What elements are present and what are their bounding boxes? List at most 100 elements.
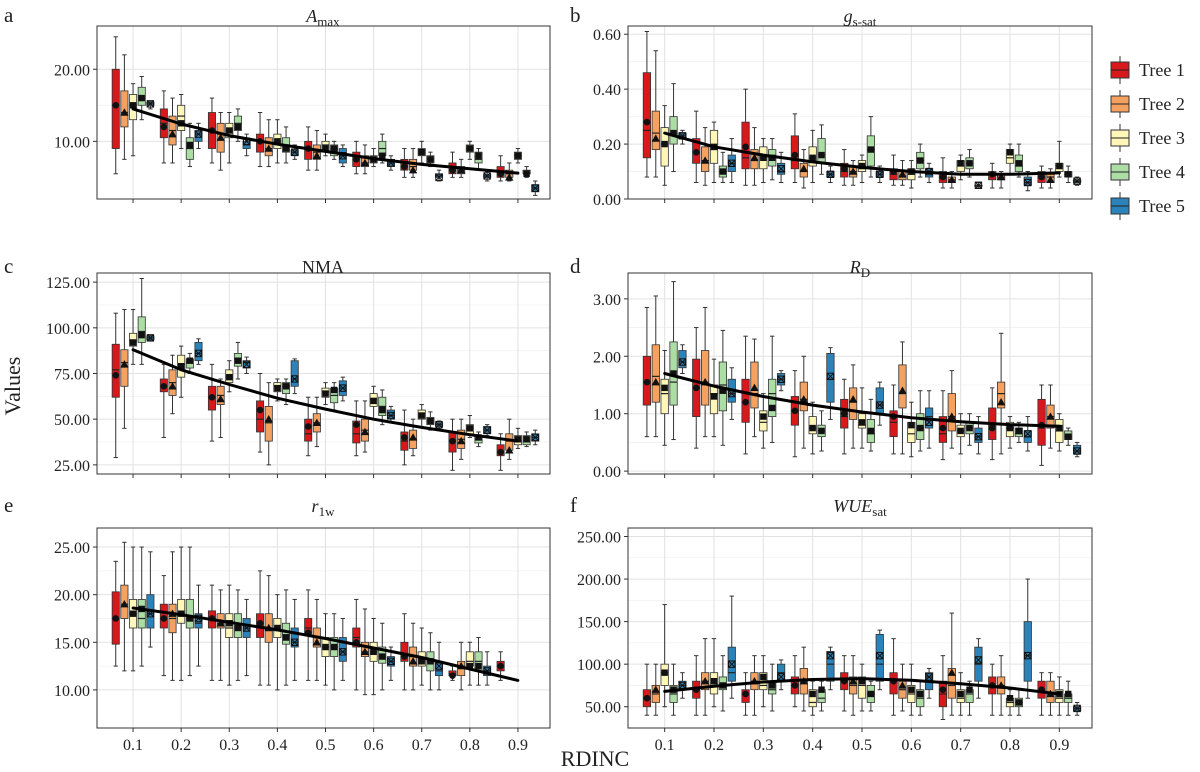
box-tree-3 — [857, 676, 867, 699]
mean-marker — [387, 411, 395, 420]
mean-marker — [475, 152, 482, 159]
mean-marker — [728, 660, 736, 668]
mean-marker — [898, 386, 907, 394]
mean-marker — [974, 656, 982, 664]
mean-marker — [256, 406, 264, 414]
mean-marker — [661, 669, 668, 676]
mean-marker — [129, 339, 137, 346]
box-tree-4 — [137, 316, 146, 343]
mean-marker — [514, 152, 522, 159]
mean-marker — [483, 172, 491, 180]
mean-marker — [291, 148, 299, 156]
mean-marker — [876, 170, 884, 178]
mean-marker — [742, 690, 749, 698]
x-axis-title: RDINC — [561, 746, 629, 771]
x-tick-label: 0.3 — [219, 737, 239, 754]
box-tree-5 — [1023, 621, 1032, 682]
box-tree-4 — [282, 622, 291, 645]
mean-marker — [777, 165, 785, 173]
x-tick-label: 0.3 — [753, 737, 773, 754]
mean-marker — [505, 173, 514, 181]
mean-marker — [876, 170, 884, 178]
panel-letter: f — [570, 493, 577, 517]
box-tree-3 — [808, 689, 817, 708]
mean-marker — [692, 149, 700, 156]
panel-title-main: r — [312, 496, 320, 516]
trend-line — [131, 107, 520, 175]
mean-marker — [791, 151, 799, 159]
box-tree-2 — [651, 344, 660, 403]
mean-marker — [809, 424, 816, 432]
panel-title: WUEsat — [833, 496, 887, 519]
panel-title: RD — [849, 257, 870, 280]
mean-marker — [750, 383, 759, 392]
mean-marker — [112, 101, 120, 109]
mean-marker — [939, 686, 947, 694]
mean-marker — [791, 682, 799, 689]
panel-title-sub: 1w — [319, 504, 336, 519]
mean-marker — [848, 395, 858, 403]
panel-letter: a — [4, 3, 14, 27]
mean-marker — [1015, 160, 1023, 167]
mean-marker — [1015, 427, 1023, 435]
mean-marker — [435, 173, 443, 181]
mean-marker — [312, 151, 322, 159]
mean-marker — [826, 372, 834, 380]
mean-marker — [523, 436, 530, 443]
panel-title: r1w — [312, 496, 336, 519]
legend-label: Tree 4 — [1139, 162, 1185, 182]
mean-marker — [1024, 652, 1032, 660]
mean-marker — [742, 143, 749, 151]
x-tick-label: 0.9 — [1049, 737, 1069, 754]
mean-marker — [809, 690, 816, 698]
mean-marker — [449, 672, 456, 679]
mean-marker — [728, 660, 736, 668]
legend-label: Tree 2 — [1139, 94, 1185, 114]
trend-line — [663, 677, 1061, 696]
panel-title: NMA — [302, 257, 344, 277]
trend-line — [663, 372, 1061, 428]
mean-marker — [957, 427, 964, 435]
mean-marker — [996, 172, 1006, 181]
box-tree-3 — [759, 410, 768, 432]
box-tree-1 — [889, 410, 898, 438]
mean-marker — [282, 383, 290, 390]
mean-marker — [974, 656, 983, 664]
mean-marker — [339, 384, 347, 392]
mean-marker — [168, 129, 177, 138]
mean-marker — [700, 156, 710, 164]
y-tick-label: 2.00 — [593, 349, 621, 366]
mean-marker — [339, 648, 347, 656]
box-tree-4 — [185, 599, 194, 629]
mean-marker — [908, 421, 915, 429]
legend: Tree 1 Tree 2 Tree 3 Tree 4 Tree 5 — [1110, 56, 1185, 220]
mean-marker — [112, 372, 120, 379]
legend-label: Tree 1 — [1139, 60, 1185, 80]
mean-marker — [719, 387, 727, 394]
mean-marker — [898, 681, 907, 689]
x-tick-label: 0.7 — [951, 737, 971, 754]
mean-marker — [760, 413, 767, 420]
y-tick-label: 250.00 — [577, 530, 621, 547]
mean-marker — [194, 349, 203, 357]
trend-line — [131, 606, 520, 682]
mean-marker — [475, 662, 482, 670]
mean-marker — [651, 134, 660, 142]
mean-marker — [1038, 173, 1045, 181]
panel-frame — [96, 25, 551, 200]
mean-marker — [291, 638, 299, 646]
panel-frame — [627, 527, 1093, 729]
box-tree-2 — [849, 387, 858, 420]
mean-marker — [483, 172, 491, 180]
panel-frame — [627, 25, 1093, 200]
mean-marker — [988, 424, 996, 432]
y-tick-label: 200.00 — [577, 572, 621, 589]
mean-marker — [322, 145, 329, 152]
mean-marker — [475, 434, 482, 441]
panel-title-sub: s-sat — [853, 14, 877, 29]
mean-marker — [360, 647, 370, 656]
panel-e: 10.00 15.00 20.00 25.00 0.1 0.2 0.3 0.4 0.5 0.6 0.… — [4, 493, 551, 754]
mean-marker — [418, 658, 425, 665]
box-tree-2 — [701, 350, 710, 406]
